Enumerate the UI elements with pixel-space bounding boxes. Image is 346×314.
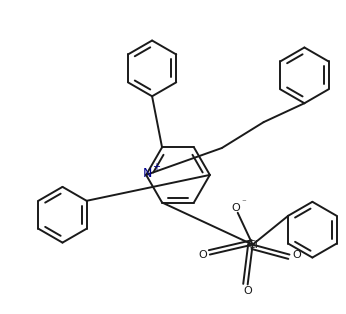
Text: O: O bbox=[199, 250, 207, 260]
Text: N: N bbox=[143, 167, 152, 181]
Text: +: + bbox=[152, 162, 160, 172]
Text: Cl: Cl bbox=[247, 240, 258, 250]
Text: ⁻: ⁻ bbox=[241, 198, 246, 207]
Text: O: O bbox=[231, 203, 240, 213]
Text: O: O bbox=[243, 286, 252, 296]
Text: O: O bbox=[292, 250, 301, 260]
